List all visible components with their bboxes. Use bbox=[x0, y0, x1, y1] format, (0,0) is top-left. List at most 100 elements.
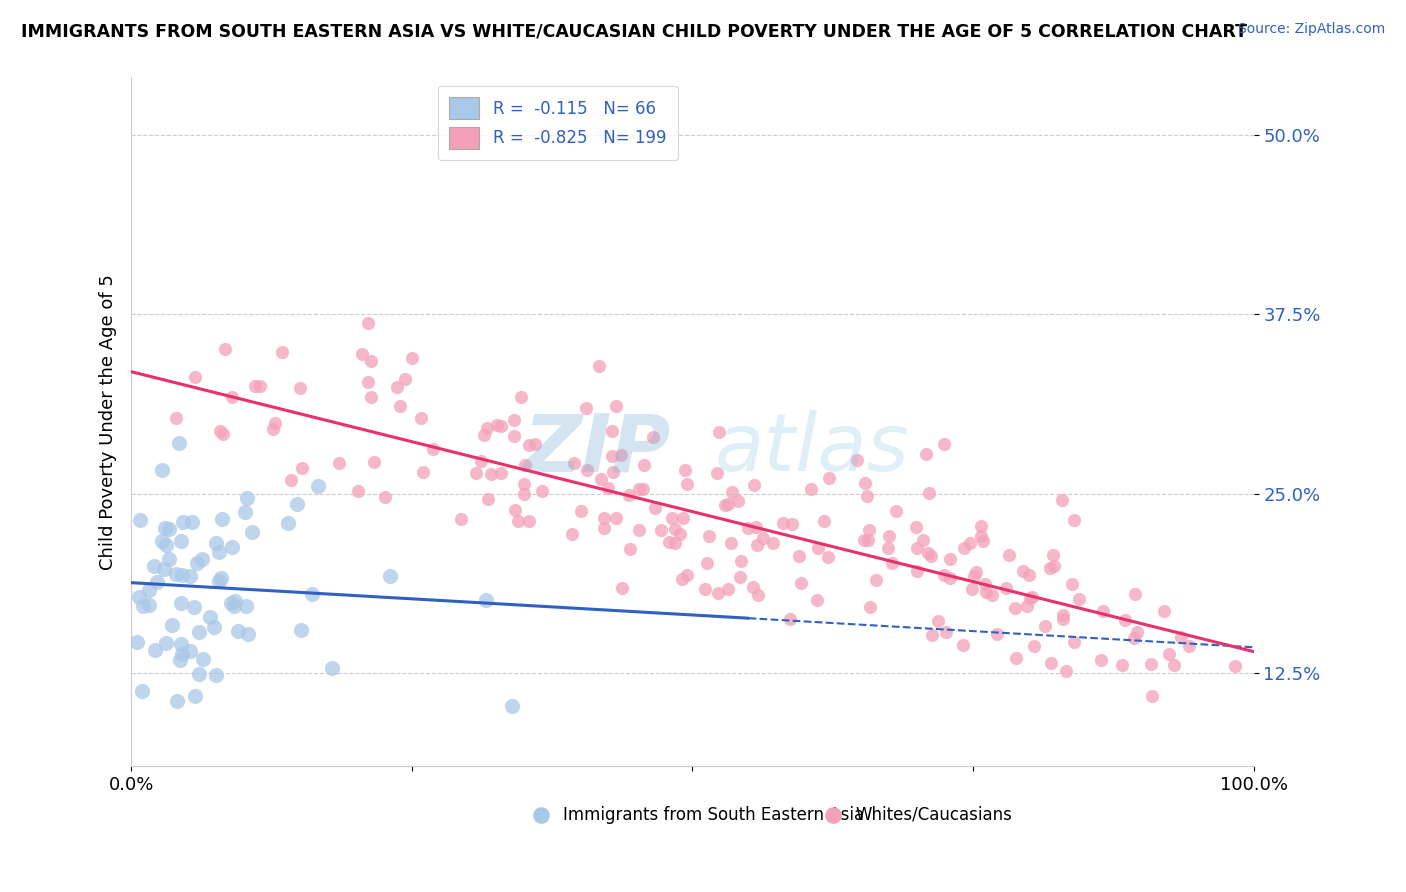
Point bbox=[1060, 577, 1083, 591]
Point bbox=[262, 422, 284, 436]
Point bbox=[188, 624, 211, 639]
Point bbox=[143, 642, 166, 657]
Point bbox=[360, 353, 382, 368]
Point bbox=[853, 476, 876, 491]
Point bbox=[752, 531, 775, 545]
Point bbox=[321, 661, 343, 675]
Point bbox=[385, 380, 408, 394]
Point bbox=[600, 449, 623, 463]
Point bbox=[671, 572, 693, 586]
Point bbox=[619, 541, 641, 556]
Point bbox=[238, 627, 260, 641]
Point bbox=[787, 549, 810, 563]
Point bbox=[800, 482, 823, 496]
Point bbox=[205, 536, 228, 550]
Point bbox=[146, 574, 169, 589]
Point bbox=[772, 516, 794, 530]
Point bbox=[717, 582, 740, 597]
Point bbox=[143, 559, 166, 574]
Point bbox=[859, 599, 882, 614]
Point bbox=[935, 625, 957, 640]
Point bbox=[517, 438, 540, 452]
Point bbox=[236, 491, 259, 506]
Point bbox=[1123, 631, 1146, 645]
Point bbox=[927, 614, 949, 628]
Point bbox=[240, 525, 263, 540]
Point bbox=[605, 399, 627, 413]
Point bbox=[1039, 561, 1062, 575]
Point bbox=[152, 463, 174, 477]
Point bbox=[485, 418, 508, 433]
Point bbox=[235, 599, 257, 613]
Point bbox=[959, 535, 981, 549]
Point bbox=[184, 370, 207, 384]
Point bbox=[1018, 567, 1040, 582]
Point bbox=[219, 596, 242, 610]
Point bbox=[412, 465, 434, 479]
Point bbox=[172, 515, 194, 529]
Point bbox=[602, 465, 624, 479]
Point bbox=[1043, 559, 1066, 574]
Point bbox=[129, 513, 152, 527]
Point bbox=[489, 466, 512, 480]
Text: ZIP: ZIP bbox=[523, 410, 671, 489]
Point bbox=[209, 571, 232, 585]
Point bbox=[208, 424, 231, 438]
Point bbox=[465, 466, 488, 480]
Y-axis label: Child Poverty Under the Age of 5: Child Poverty Under the Age of 5 bbox=[100, 274, 117, 570]
Point bbox=[208, 545, 231, 559]
Point bbox=[921, 628, 943, 642]
Point bbox=[157, 522, 180, 536]
Point bbox=[277, 516, 299, 531]
Point bbox=[877, 541, 900, 555]
Point bbox=[160, 617, 183, 632]
Point bbox=[170, 568, 193, 582]
Point bbox=[172, 648, 194, 662]
Point bbox=[170, 596, 193, 610]
Point bbox=[658, 535, 681, 549]
Point bbox=[610, 581, 633, 595]
Point bbox=[986, 627, 1008, 641]
Point bbox=[291, 461, 314, 475]
Point bbox=[389, 399, 412, 413]
Point bbox=[153, 562, 176, 576]
Point bbox=[1050, 493, 1073, 508]
Point bbox=[1063, 635, 1085, 649]
Text: IMMIGRANTS FROM SOUTH EASTERN ASIA VS WHITE/CAUCASIAN CHILD POVERTY UNDER THE AG: IMMIGRANTS FROM SOUTH EASTERN ASIA VS WH… bbox=[21, 22, 1247, 40]
Point bbox=[721, 484, 744, 499]
Point bbox=[592, 510, 614, 524]
Legend: R =  -0.115   N= 66, R =  -0.825   N= 199: R = -0.115 N= 66, R = -0.825 N= 199 bbox=[437, 86, 678, 161]
Point bbox=[980, 589, 1002, 603]
Point bbox=[610, 449, 633, 463]
Point bbox=[627, 523, 650, 537]
Point bbox=[1178, 639, 1201, 653]
Point bbox=[918, 485, 941, 500]
Point bbox=[470, 454, 492, 468]
Point bbox=[1042, 548, 1064, 562]
Point bbox=[513, 458, 536, 472]
Point bbox=[1170, 630, 1192, 644]
Point bbox=[856, 489, 879, 503]
Point bbox=[1140, 690, 1163, 704]
Point bbox=[243, 379, 266, 393]
Point bbox=[745, 520, 768, 534]
Point bbox=[1125, 624, 1147, 639]
Point bbox=[138, 599, 160, 613]
Point bbox=[1052, 612, 1074, 626]
Point bbox=[676, 476, 699, 491]
Point bbox=[939, 551, 962, 566]
Point bbox=[280, 473, 302, 487]
Point bbox=[697, 528, 720, 542]
Point bbox=[1015, 599, 1038, 613]
Point bbox=[858, 533, 880, 548]
Point bbox=[1012, 564, 1035, 578]
Point bbox=[380, 569, 402, 583]
Point bbox=[290, 381, 312, 395]
Point bbox=[717, 497, 740, 511]
Point bbox=[166, 693, 188, 707]
Point bbox=[600, 424, 623, 438]
Point bbox=[221, 540, 243, 554]
Point bbox=[661, 510, 683, 524]
Point bbox=[706, 466, 728, 480]
Point bbox=[865, 573, 887, 587]
